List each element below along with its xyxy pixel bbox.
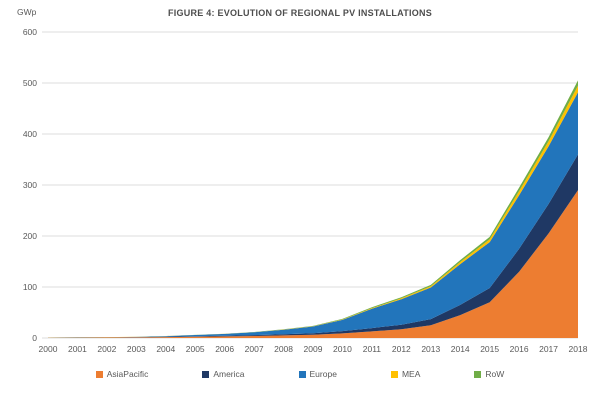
legend-item-asiapacific: AsiaPacific xyxy=(95,369,149,379)
plot-area: 0 100 200 300 400 500 600 2000 2001 2002 2003 2004 2… xyxy=(23,27,588,354)
x-tick-label: 2002 xyxy=(97,344,116,354)
legend-label-mea: MEA xyxy=(401,369,421,379)
y-tick-label: 0 xyxy=(32,333,37,343)
chart-title: FIGURE 4: EVOLUTION OF REGIONAL PV INSTA… xyxy=(167,8,432,18)
legend-item-america: America xyxy=(202,369,245,379)
x-tick-label: 2004 xyxy=(156,344,175,354)
x-tick-label: 2000 xyxy=(39,344,58,354)
x-tick-label: 2014 xyxy=(451,344,470,354)
area-asiapacific xyxy=(48,190,578,338)
legend-label-america: America xyxy=(213,369,245,379)
y-tick-label: 600 xyxy=(23,27,37,37)
y-tick-label: 400 xyxy=(23,129,37,139)
legend-item-mea: MEA xyxy=(390,369,421,379)
legend-label-asiapacific: AsiaPacific xyxy=(106,369,149,379)
x-tick-label: 2006 xyxy=(215,344,234,354)
y-tick-label: 100 xyxy=(23,282,37,292)
x-tick-label: 2007 xyxy=(245,344,264,354)
legend-label-row: RoW xyxy=(485,369,505,379)
x-tick-label: 2017 xyxy=(539,344,558,354)
legend-item-row: RoW xyxy=(474,369,504,379)
x-tick-label: 2011 xyxy=(363,344,382,354)
area-mea xyxy=(48,85,578,338)
area-europe xyxy=(48,92,578,338)
y-tick-label: 200 xyxy=(23,231,37,241)
x-tick-label: 2005 xyxy=(186,344,205,354)
x-tick-label: 2001 xyxy=(68,344,87,354)
x-tick-label: 2015 xyxy=(480,344,499,354)
legend-swatch-mea xyxy=(390,370,398,378)
chart-legend: AsiaPacific America Europe MEA RoW xyxy=(0,369,600,379)
x-tick-label: 2012 xyxy=(392,344,411,354)
legend-swatch-row xyxy=(474,370,482,378)
x-tick-label: 2018 xyxy=(569,344,588,354)
x-tick-label: 2008 xyxy=(274,344,293,354)
legend-item-europe: Europe xyxy=(298,369,337,379)
legend-swatch-america xyxy=(202,370,210,378)
legend-swatch-europe xyxy=(298,370,306,378)
x-tick-label: 2010 xyxy=(333,344,352,354)
x-tick-label: 2016 xyxy=(510,344,529,354)
area-row xyxy=(48,80,578,338)
legend-swatch-asiapacific xyxy=(95,370,103,378)
x-tick-label: 2009 xyxy=(304,344,323,354)
x-tick-label: 2013 xyxy=(421,344,440,354)
y-tick-label: 300 xyxy=(23,180,37,190)
legend-label-europe: Europe xyxy=(309,369,337,379)
x-tick-label: 2003 xyxy=(127,344,146,354)
y-axis-unit-label: GWp xyxy=(17,7,37,17)
y-tick-label: 500 xyxy=(23,78,37,88)
